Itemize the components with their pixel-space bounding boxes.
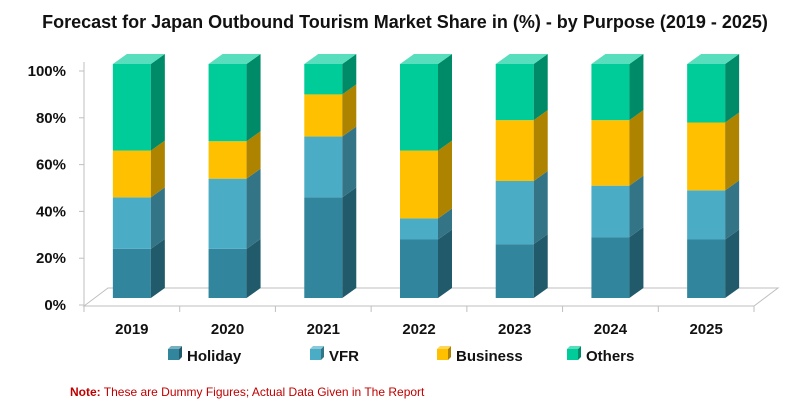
bar-business-2023 bbox=[495, 120, 534, 181]
bar-side-others-2024 bbox=[629, 54, 644, 121]
x-tick-label-2019: 2019 bbox=[115, 321, 148, 338]
bar-side-others-2023 bbox=[533, 54, 548, 121]
legend-swatch-top-others bbox=[567, 346, 581, 349]
bar-others-2022 bbox=[400, 64, 438, 151]
bar-side-others-2022 bbox=[438, 54, 452, 151]
x-tick-label-2023: 2023 bbox=[498, 321, 531, 338]
bar-top-2024 bbox=[591, 54, 644, 64]
x-tick-label-2021: 2021 bbox=[307, 321, 340, 338]
bar-top-2023 bbox=[495, 54, 548, 64]
bar-top-2020 bbox=[208, 54, 261, 64]
bar-side-holiday-2021 bbox=[342, 187, 357, 298]
bar-others-2019 bbox=[112, 64, 151, 151]
bar-business-2024 bbox=[591, 120, 630, 186]
bar-others-2021 bbox=[304, 64, 343, 95]
bar-others-2023 bbox=[495, 64, 534, 121]
bar-side-holiday-2024 bbox=[629, 227, 644, 298]
bar-side-business-2023 bbox=[533, 110, 548, 181]
bar-business-2021 bbox=[304, 94, 343, 137]
y-tick-label: 40% bbox=[36, 203, 66, 220]
bar-holiday-2020 bbox=[208, 248, 247, 298]
bar-business-2022 bbox=[400, 150, 438, 219]
bar-vfr-2023 bbox=[495, 181, 534, 245]
legend-label-holiday: Holiday bbox=[187, 348, 242, 365]
legend-swatch-top-holiday bbox=[168, 346, 182, 349]
bar-vfr-2021 bbox=[304, 136, 343, 198]
bar-holiday-2021 bbox=[304, 197, 343, 298]
legend-swatch-vfr bbox=[310, 349, 321, 360]
bar-top-2022 bbox=[400, 54, 452, 64]
bar-side-others-2021 bbox=[342, 54, 357, 95]
bar-holiday-2024 bbox=[591, 237, 630, 298]
legend-swatch-holiday bbox=[168, 349, 179, 360]
bar-vfr-2020 bbox=[208, 178, 247, 249]
legend-swatch-others bbox=[567, 349, 578, 360]
bar-side-holiday-2022 bbox=[438, 229, 452, 298]
x-tick-label-2025: 2025 bbox=[689, 321, 722, 338]
bar-vfr-2022 bbox=[400, 218, 438, 240]
y-tick-label: 80% bbox=[36, 110, 66, 127]
legend-swatch-business bbox=[437, 349, 448, 360]
bar-top-2021 bbox=[304, 54, 357, 64]
y-tick-label: 20% bbox=[36, 250, 66, 267]
legend-swatch-top-business bbox=[437, 346, 451, 349]
bar-side-business-2022 bbox=[438, 140, 452, 219]
bar-side-vfr-2021 bbox=[342, 126, 357, 198]
bar-side-business-2025 bbox=[725, 112, 740, 191]
bar-side-holiday-2025 bbox=[725, 229, 740, 298]
footnote: Note: These are Dummy Figures; Actual Da… bbox=[70, 385, 424, 399]
footnote-text: These are Dummy Figures; Actual Data Giv… bbox=[100, 385, 425, 399]
y-tick-label: 60% bbox=[36, 157, 66, 174]
chart-title: Forecast for Japan Outbound Tourism Mark… bbox=[42, 12, 768, 32]
legend-swatch-side-business bbox=[448, 346, 451, 360]
bar-business-2020 bbox=[208, 141, 247, 179]
bar-side-vfr-2020 bbox=[246, 168, 261, 249]
bar-top-2025 bbox=[687, 54, 740, 64]
bar-holiday-2023 bbox=[495, 244, 534, 298]
bar-side-vfr-2025 bbox=[725, 180, 740, 240]
bar-side-others-2025 bbox=[725, 54, 740, 123]
bar-side-business-2020 bbox=[246, 131, 261, 179]
y-tick-label: 100% bbox=[28, 63, 66, 80]
bar-side-vfr-2023 bbox=[533, 171, 548, 245]
x-tick-label-2022: 2022 bbox=[402, 321, 435, 338]
bar-side-holiday-2019 bbox=[150, 238, 165, 298]
bar-vfr-2025 bbox=[687, 190, 726, 240]
y-tick-label: 0% bbox=[44, 297, 66, 314]
bar-vfr-2024 bbox=[591, 185, 630, 238]
bar-business-2025 bbox=[687, 122, 726, 191]
bar-others-2024 bbox=[591, 64, 630, 121]
legend-swatch-side-holiday bbox=[179, 346, 182, 360]
bar-side-others-2019 bbox=[150, 54, 165, 151]
bar-side-others-2020 bbox=[246, 54, 261, 142]
bar-side-holiday-2023 bbox=[533, 234, 548, 298]
x-tick-label-2024: 2024 bbox=[594, 321, 628, 338]
bar-holiday-2022 bbox=[400, 239, 438, 298]
bar-side-holiday-2020 bbox=[246, 238, 261, 298]
bar-others-2020 bbox=[208, 64, 247, 142]
bar-side-business-2021 bbox=[342, 84, 357, 137]
legend-swatch-top-vfr bbox=[310, 346, 324, 349]
legend-swatch-side-vfr bbox=[321, 346, 324, 360]
bar-side-vfr-2024 bbox=[629, 175, 644, 238]
bar-top-2019 bbox=[112, 54, 165, 64]
bar-side-business-2024 bbox=[629, 110, 644, 186]
x-tick-label-2020: 2020 bbox=[211, 321, 244, 338]
bar-holiday-2025 bbox=[687, 239, 726, 298]
bar-holiday-2019 bbox=[112, 248, 151, 298]
legend-swatch-side-others bbox=[578, 346, 581, 360]
footnote-label: Note: bbox=[70, 385, 101, 399]
bar-vfr-2019 bbox=[112, 197, 151, 249]
legend-label-business: Business bbox=[456, 348, 523, 365]
bar-side-vfr-2019 bbox=[150, 187, 165, 249]
bar-side-business-2019 bbox=[150, 140, 165, 198]
legend-label-vfr: VFR bbox=[329, 348, 359, 365]
bar-others-2025 bbox=[687, 64, 726, 123]
legend-label-others: Others bbox=[586, 348, 634, 365]
bar-business-2019 bbox=[112, 150, 151, 198]
bar-side-vfr-2022 bbox=[438, 208, 452, 240]
